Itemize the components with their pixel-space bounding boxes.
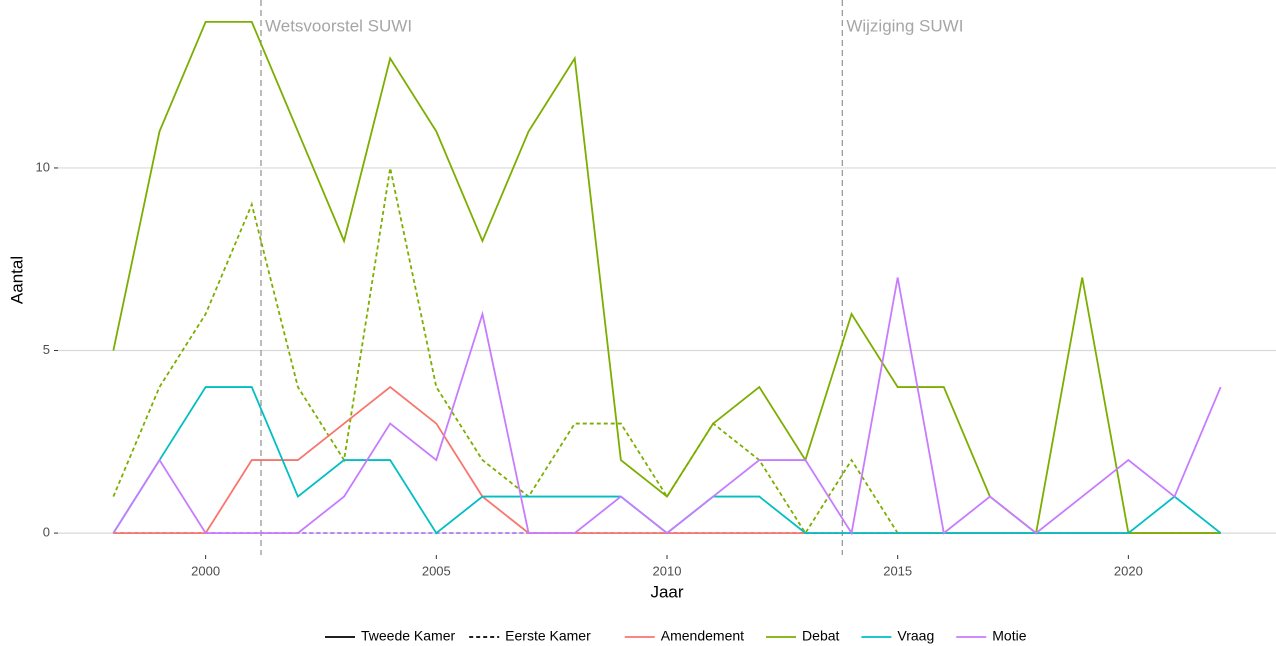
legend-label: Amendement <box>661 628 744 644</box>
x-tick-label: 2020 <box>1114 563 1143 578</box>
y-tick-label: 0 <box>43 525 50 540</box>
x-tick-label: 2000 <box>191 563 220 578</box>
legend-label: Debat <box>802 628 839 644</box>
x-axis-title: Jaar <box>650 582 683 601</box>
legend-label: Motie <box>992 628 1026 644</box>
series-line <box>112 277 1222 536</box>
legend-label: Eerste Kamer <box>505 628 591 644</box>
series-line <box>112 21 1221 535</box>
y-tick-label: 5 <box>43 342 50 357</box>
y-tick-label: 10 <box>36 159 50 174</box>
annotation: Wijziging SUWI <box>846 16 963 35</box>
annotation: Wetsvoorstel SUWI <box>265 16 412 35</box>
legend-label: Vraag <box>897 628 934 644</box>
y-axis-title: Aantal <box>7 256 26 304</box>
legend-label: Tweede Kamer <box>361 628 455 644</box>
series-line <box>113 385 1221 534</box>
x-tick-label: 2005 <box>422 563 451 578</box>
x-tick-label: 2010 <box>653 563 682 578</box>
x-tick-label: 2015 <box>883 563 912 578</box>
